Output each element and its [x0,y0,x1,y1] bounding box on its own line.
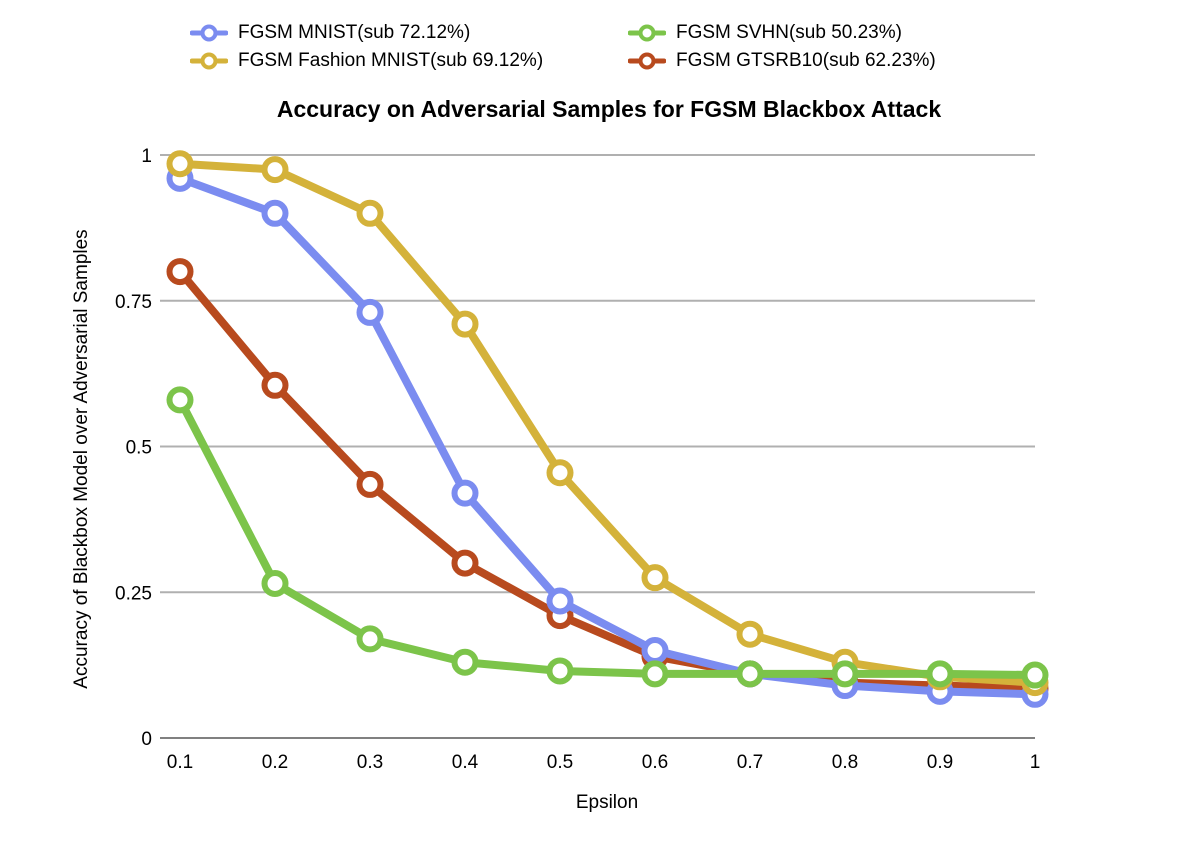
data-point [546,657,574,685]
data-point [451,479,479,507]
data-point [356,470,384,498]
data-point [736,620,764,648]
x-tick-label: 0.2 [262,752,288,773]
legend-label: FGSM GTSRB10(sub 62.23%) [676,50,936,71]
legend-item: FGSM SVHN(sub 50.23%) [628,20,902,46]
legend-label: FGSM SVHN(sub 50.23%) [676,22,902,43]
series-group [166,150,1049,697]
data-point [831,660,859,688]
data-point [926,660,954,688]
data-point [1021,661,1049,689]
data-point [356,199,384,227]
y-tick-label: 0.75 [115,292,152,313]
series-line [176,395,1039,680]
data-point [451,648,479,676]
legend-marker-icon [190,24,228,42]
x-tick-label: 1 [1030,752,1041,773]
legend-point [200,52,218,70]
data-point [451,310,479,338]
legend-point [200,24,218,42]
x-tick-label: 0.8 [832,752,858,773]
data-point [261,371,289,399]
series-group [166,164,1049,708]
legend-item: FGSM Fashion MNIST(sub 69.12%) [190,48,543,74]
series-layer [166,150,1049,708]
x-axis-label: Epsilon [575,792,639,813]
data-point [261,570,289,598]
y-tick-label: 0 [141,729,152,750]
x-tick-label: 0.3 [357,752,383,773]
data-point [641,637,669,665]
legend-marker-icon [628,52,666,70]
chart-title: Accuracy on Adversarial Samples for FGSM… [276,96,942,122]
data-point [546,587,574,615]
legend-marker-icon [190,52,228,70]
x-tick-label: 0.5 [547,752,573,773]
data-point [641,660,669,688]
y-tick-label: 0.25 [115,583,152,604]
y-tick-label: 0.5 [126,438,152,459]
series-line [176,159,1039,687]
legend: FGSM MNIST(sub 72.12%) FGSM Fashion MNIS… [0,18,1178,78]
series-group [166,386,1049,689]
legend-point [638,52,656,70]
y-axis-label: Accuracy of Blackbox Model over Adversar… [71,229,92,689]
series-line [176,267,1039,693]
x-tick-label: 0.4 [452,752,479,773]
data-point [641,564,669,592]
x-tick-label: 0.1 [167,752,193,773]
data-point [261,199,289,227]
series-line [176,174,1039,699]
x-tick-label: 0.9 [927,752,953,773]
data-point [166,386,194,414]
data-point [451,549,479,577]
gridlines [160,154,1035,739]
x-axis-ticks: 0.1 0.2 0.3 0.4 0.5 0.6 0.7 0.8 0.9 1 [167,752,1041,773]
data-point [166,150,194,178]
data-point [166,258,194,286]
x-tick-label: 0.7 [737,752,763,773]
data-point [261,156,289,184]
legend-label: FGSM MNIST(sub 72.12%) [238,22,471,43]
y-tick-label: 1 [141,146,152,167]
legend-point [638,24,656,42]
data-point [736,660,764,688]
legend-item: FGSM MNIST(sub 72.12%) [190,20,470,46]
data-point [356,625,384,653]
data-point [356,298,384,326]
legend-label: FGSM Fashion MNIST(sub 69.12%) [238,50,544,71]
x-tick-label: 0.6 [642,752,668,773]
legend-item: FGSM GTSRB10(sub 62.23%) [628,48,936,74]
y-axis-ticks: 0 0.25 0.5 0.75 1 [115,146,152,750]
data-point [546,459,574,487]
series-group [166,258,1049,702]
legend-marker-icon [628,24,666,42]
